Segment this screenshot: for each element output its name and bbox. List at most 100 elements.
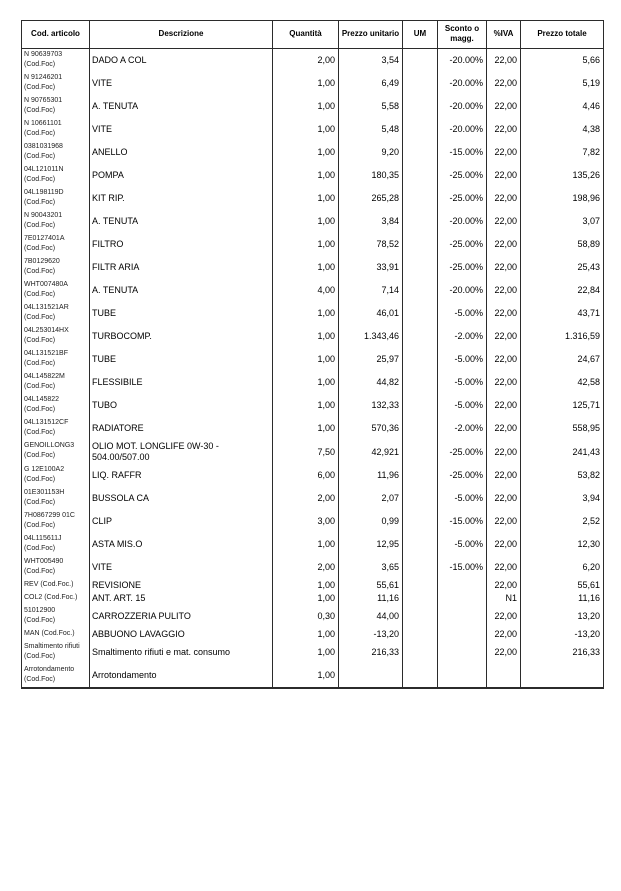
cell-unit-price: 44,82 [338,370,403,394]
cell-article-code: 04L253014HX (Cod.Foc) [21,324,90,348]
article-code: 04L253014HX [24,326,69,334]
cell-total-price: 135,26 [520,163,604,187]
table-row: 04L145822 (Cod.Foc) TUBO 1,00 132,33 -5.… [21,393,604,417]
invoice-items-table: Cod. articolo Descrizione Quantità Prezz… [21,20,604,689]
table-row: WHT007480A (Cod.Foc) A. TENUTA 4,00 7,14… [21,278,604,302]
cell-discount: -20.00% [437,278,487,302]
cell-total-price: 58,89 [520,232,604,256]
table-row: MAN (Cod.Foc.) ABBUONO LAVAGGIO 1,00 -13… [21,627,604,641]
article-code: 04L121011N [24,165,64,173]
cell-um [402,416,438,440]
cell-quantity: 1,00 [272,301,339,325]
cell-vat [486,663,521,688]
cell-description: VITE [89,555,273,579]
cell-discount: -25.00% [437,255,487,279]
table-row: N 10661101 (Cod.Foc) VITE 1,00 5,48 -20.… [21,117,604,141]
cell-vat: 22,00 [486,532,521,556]
column-header-iva: %IVA [486,20,521,49]
article-code-source: (Cod.Foc) [24,107,56,115]
cell-um [402,347,438,371]
cell-total-price: 241,43 [520,439,604,464]
cell-um [402,163,438,187]
table-row: COL2 (Cod.Foc.) ANT. ART. 15 1,00 11,16 … [21,591,604,605]
cell-discount: -25.00% [437,163,487,187]
cell-description: ANT. ART. 15 [89,591,273,605]
article-code-source: (Cod.Foc) [24,676,56,684]
cell-vat: 22,00 [486,163,521,187]
cell-description: TUBE [89,347,273,371]
article-code-source: (Cod.Foc) [24,429,56,437]
cell-discount: -20.00% [437,71,487,95]
cell-description: ABBUONO LAVAGGIO [89,627,273,641]
article-code: WHT007480A [24,280,68,288]
article-code: N 10661101 [24,119,62,127]
article-code-source: (Cod.Foc) [24,522,56,530]
cell-quantity: 1,00 [272,71,339,95]
cell-description: POMPA [89,163,273,187]
cell-vat: 22,00 [486,71,521,95]
table-row: N 90043201 (Cod.Foc) A. TENUTA 1,00 3,84… [21,209,604,233]
cell-unit-price: 11,16 [338,591,403,605]
table-row: 04L121011N (Cod.Foc) POMPA 1,00 180,35 -… [21,163,604,187]
cell-article-code: N 10661101 (Cod.Foc) [21,117,90,141]
cell-total-price: 42,58 [520,370,604,394]
cell-total-price: 7,82 [520,140,604,164]
cell-discount [437,578,487,592]
cell-quantity: 1,00 [272,324,339,348]
cell-description: Smaltimento rifiuti e mat. consumo [89,640,273,664]
article-code: MAN (Cod.Foc.) [24,629,75,637]
cell-description: KIT RIP. [89,186,273,210]
cell-unit-price: 33,91 [338,255,403,279]
cell-total-price: 3,07 [520,209,604,233]
cell-unit-price [338,663,403,688]
article-code-source: (Cod.Foc) [24,222,56,230]
cell-vat: 22,00 [486,463,521,487]
cell-total-price: 1.316,59 [520,324,604,348]
article-code: 7B0129620 [24,257,60,265]
cell-article-code: N 91246201 (Cod.Foc) [21,71,90,95]
table-row: 51012900 (Cod.Foc) CARROZZERIA PULITO 0,… [21,604,604,628]
table-row: N 91246201 (Cod.Foc) VITE 1,00 6,49 -20.… [21,71,604,95]
cell-quantity: 7,50 [272,439,339,464]
article-code-source: (Cod.Foc) [24,545,56,553]
cell-um [402,324,438,348]
cell-description: CLIP [89,509,273,533]
cell-quantity: 3,00 [272,509,339,533]
cell-unit-price: 570,36 [338,416,403,440]
article-code: COL2 (Cod.Foc.) [24,593,78,601]
cell-article-code: COL2 (Cod.Foc.) [21,591,90,605]
cell-article-code: N 90765301 (Cod.Foc) [21,94,90,118]
cell-quantity: 1,00 [272,209,339,233]
cell-um [402,117,438,141]
cell-discount: -5.00% [437,532,487,556]
article-code-source: (Cod.Foc) [24,61,56,69]
cell-um [402,578,438,592]
cell-discount: -25.00% [437,232,487,256]
cell-um [402,301,438,325]
article-code: WHT005490 [24,557,64,565]
cell-um [402,71,438,95]
cell-unit-price: 2,07 [338,486,403,510]
cell-quantity: 1,00 [272,94,339,118]
table-row: WHT005490 (Cod.Foc) VITE 2,00 3,65 -15.0… [21,555,604,579]
cell-description: CARROZZERIA PULITO [89,604,273,628]
cell-description: TUBE [89,301,273,325]
cell-unit-price: 0,99 [338,509,403,533]
cell-um [402,94,438,118]
cell-article-code: 04L131521AR (Cod.Foc) [21,301,90,325]
cell-unit-price: 9,20 [338,140,403,164]
cell-quantity: 4,00 [272,278,339,302]
cell-description: FILTR ARIA [89,255,273,279]
article-code-source: (Cod.Foc) [24,176,56,184]
cell-total-price: 4,46 [520,94,604,118]
article-code-source: (Cod.Foc) [24,130,56,138]
cell-vat: 22,00 [486,324,521,348]
article-code-source: (Cod.Foc) [24,245,56,253]
table-row: 7H0867299 01C (Cod.Foc) CLIP 3,00 0,99 -… [21,509,604,533]
cell-um [402,663,438,688]
cell-vat: 22,00 [486,578,521,592]
cell-discount: -20.00% [437,94,487,118]
cell-vat: 22,00 [486,117,521,141]
cell-um [402,209,438,233]
cell-total-price: -13,20 [520,627,604,641]
